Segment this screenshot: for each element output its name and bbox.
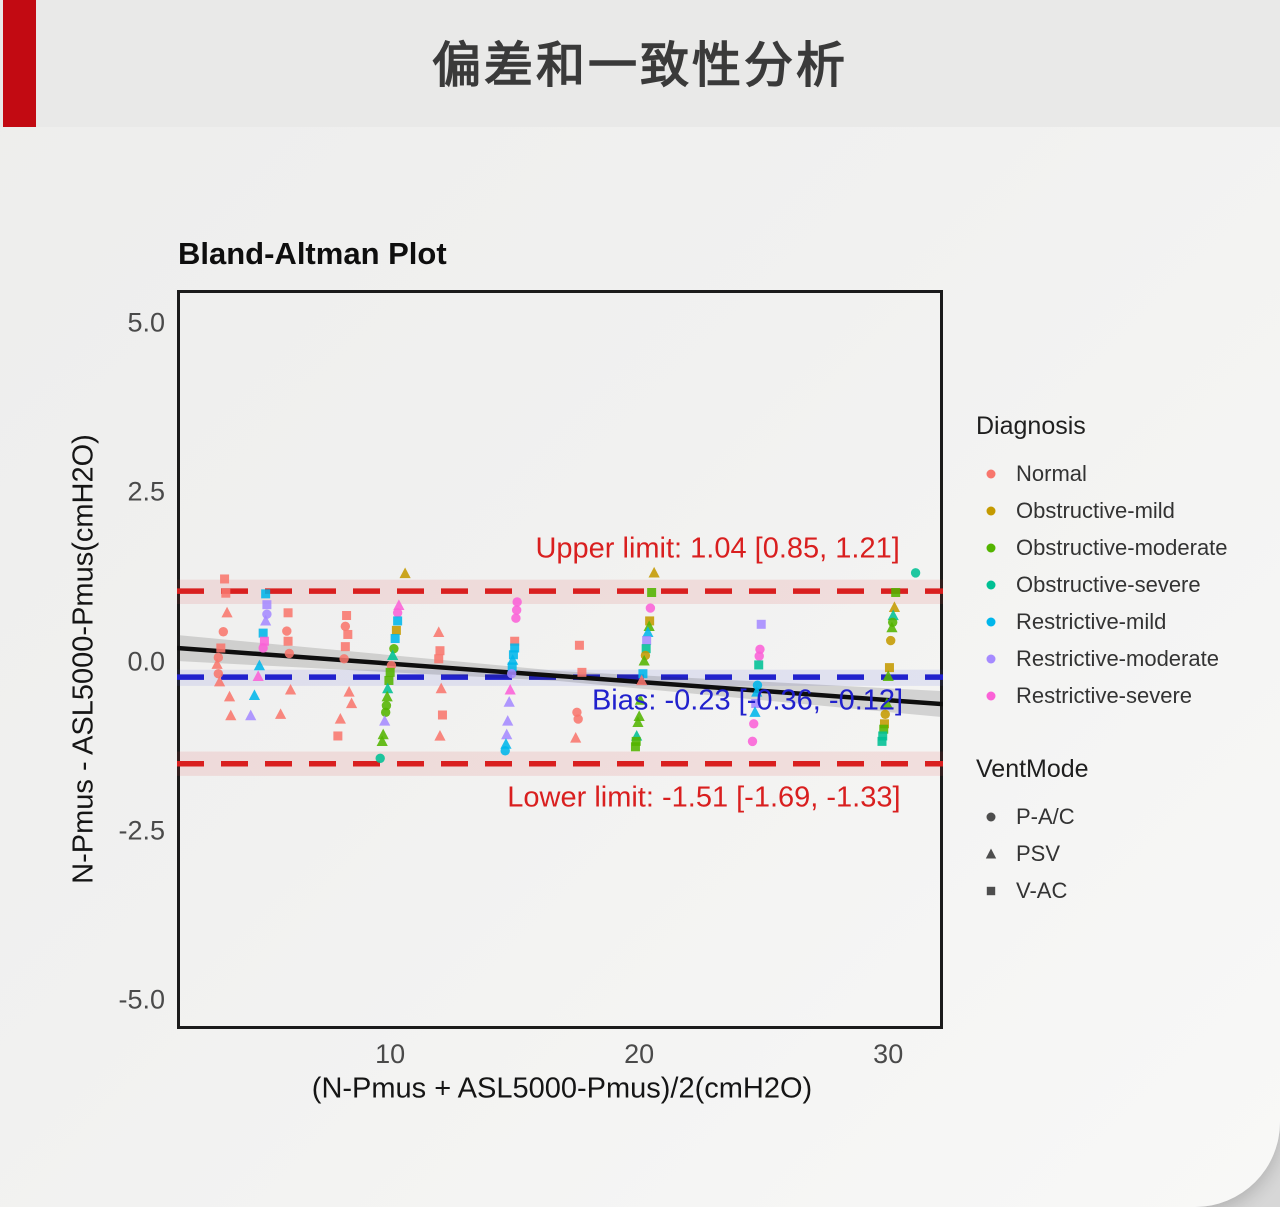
legend-item: P-A/C [976,798,1276,835]
bias-annotation: Bias: -0.23 [-0.36, -0.12] [591,684,904,717]
legend-item: Obstructive-severe [976,566,1276,603]
diagnosis-marker-icon [976,467,1006,481]
diagnosis-marker-icon [976,541,1006,555]
upper-limit-annotation: Upper limit: 1.04 [0.85, 1.21] [535,532,900,564]
y-tick-label: 2.5 [127,476,165,507]
legend-diagnosis-items: Normal Obstructive-mild Obstructive-modera… [976,455,1276,714]
legend-item: Normal [976,455,1276,492]
lower-limit-annotation: Lower limit: -1.51 [-1.69, -1.33] [507,781,901,814]
y-tick-label: -2.5 [118,815,165,846]
legend-item: Restrictive-moderate [976,640,1276,677]
ventmode-marker-icon [976,810,1006,824]
legend-item-label: PSV [1016,840,1061,866]
legend-item-label: Obstructive-mild [1016,497,1175,523]
legend-item-label: Normal [1016,460,1087,486]
chart-title: Bland-Altman Plot [178,236,447,271]
diagnosis-marker-icon [976,689,1006,703]
legend-diagnosis-title: Diagnosis [976,412,1086,440]
legend-item: PSV [976,835,1276,872]
legend-item-label: P-A/C [1016,803,1075,829]
legend-ventmode-items: P-A/C PSV V-AC [976,798,1276,909]
x-axis-label: (N-Pmus + ASL5000-Pmus)/2(cmH2O) [311,1072,813,1105]
x-tick-label: 20 [624,1039,655,1069]
legend-item: Obstructive-mild [976,492,1276,529]
legend-item-label: Obstructive-severe [1016,571,1201,597]
legend-item-label: Obstructive-moderate [1016,534,1228,560]
legend-item: Restrictive-mild [976,603,1276,640]
y-tick-label: 5.0 [127,307,165,338]
x-tick-label: 10 [375,1039,406,1069]
legend-item-label: Restrictive-severe [1016,682,1193,708]
diagnosis-marker-icon [976,615,1006,629]
legend-item: V-AC [976,872,1276,909]
diagnosis-marker-icon [976,578,1006,592]
ventmode-marker-icon [976,884,1006,898]
legend-item: Obstructive-moderate [976,529,1276,566]
legend-item-label: V-AC [1016,877,1068,903]
legend: Diagnosis Normal Obstructive-mild Obstruct… [976,412,1276,909]
header: 偏差和一致性分析 [0,0,1280,127]
x-tick-label: 30 [873,1039,904,1069]
diagnosis-marker-icon [976,652,1006,666]
ventmode-marker-icon [976,847,1006,861]
y-tick-label: 0.0 [127,646,165,677]
legend-item-label: Restrictive-moderate [1016,645,1219,671]
legend-ventmode-title: VentMode [976,755,1089,783]
red-accent-bar [3,0,36,127]
page-title: 偏差和一致性分析 [431,39,848,93]
legend-item: Restrictive-severe [976,677,1276,714]
diagnosis-marker-icon [976,504,1006,518]
plot-panel [177,290,943,1029]
y-tick-label: -5.0 [118,984,165,1015]
legend-item-label: Restrictive-mild [1016,608,1167,634]
